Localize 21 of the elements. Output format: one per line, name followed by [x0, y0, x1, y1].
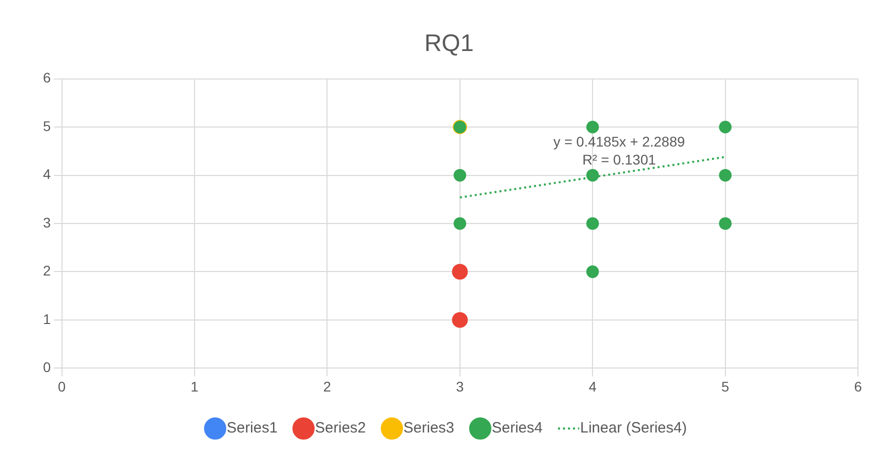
y-tick-label: 6: [42, 70, 51, 86]
x-tick-label: 0: [58, 378, 66, 394]
y-tick-label: 0: [42, 359, 51, 376]
y-tick-label: 4: [42, 166, 51, 182]
y-tick-label: 1: [42, 310, 51, 327]
y-tick-label: 3: [42, 214, 51, 230]
legend-label: Linear (Series4): [580, 420, 687, 437]
y-tick-label: 2: [42, 262, 51, 279]
x-tick-label: 3: [456, 378, 464, 394]
legend-label: Series2: [315, 420, 366, 437]
x-tick-label: 2: [323, 378, 332, 394]
legend-label: Series3: [403, 420, 454, 437]
y-tick-label: 5: [42, 118, 51, 134]
x-tick-label: 1: [190, 378, 199, 394]
x-tick-label: 6: [854, 378, 862, 394]
x-tick-label: 4: [588, 378, 597, 394]
legend-label: Series4: [492, 420, 543, 437]
x-tick-label: 5: [721, 378, 730, 394]
legend-label: Series1: [226, 420, 278, 437]
annotation: y = 0.4185x + 2.2889 R² = 0.1301: [553, 133, 686, 168]
chart-title: RQ1: [424, 30, 474, 58]
